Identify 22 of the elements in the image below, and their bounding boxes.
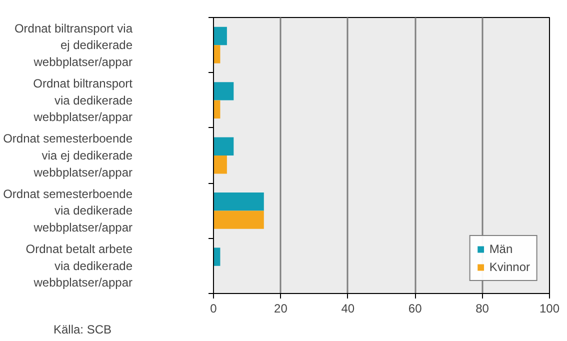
y-tick-label: Ordnat betalt arbete via dedikerade webbplatser/appar (26, 242, 133, 290)
y-tick-label: Ordnat biltransport via ej dedikerade webbplatser/appar (14, 21, 133, 69)
x-tick-label: 80 (476, 302, 490, 316)
text: Källa: SCB (54, 322, 112, 336)
x-tick-label: 40 (341, 302, 355, 316)
legend-label: Kvinnor (489, 260, 530, 274)
bar (214, 137, 234, 156)
bar (214, 248, 220, 266)
y-tick-label: Ordnat semesterboende via ej dedikerade webbplatser/appar (3, 132, 133, 180)
y-tick-label: Ordnat biltransport via dedikerade webbplatser/appar (32, 76, 134, 124)
bar (214, 45, 220, 64)
bar (214, 210, 264, 229)
bar (214, 156, 227, 174)
x-tick-label: 100 (539, 302, 560, 316)
bar (214, 82, 234, 100)
x-tick-label: 60 (408, 302, 422, 316)
x-tick-label: 0 (210, 302, 218, 316)
x-tick-label: 20 (274, 302, 288, 316)
bar (214, 26, 227, 46)
legend-label: Män (489, 242, 513, 256)
bar (214, 192, 264, 211)
y-tick-label: Ordnat semesterboende via dedikerade webbplatser/appar (3, 186, 133, 234)
